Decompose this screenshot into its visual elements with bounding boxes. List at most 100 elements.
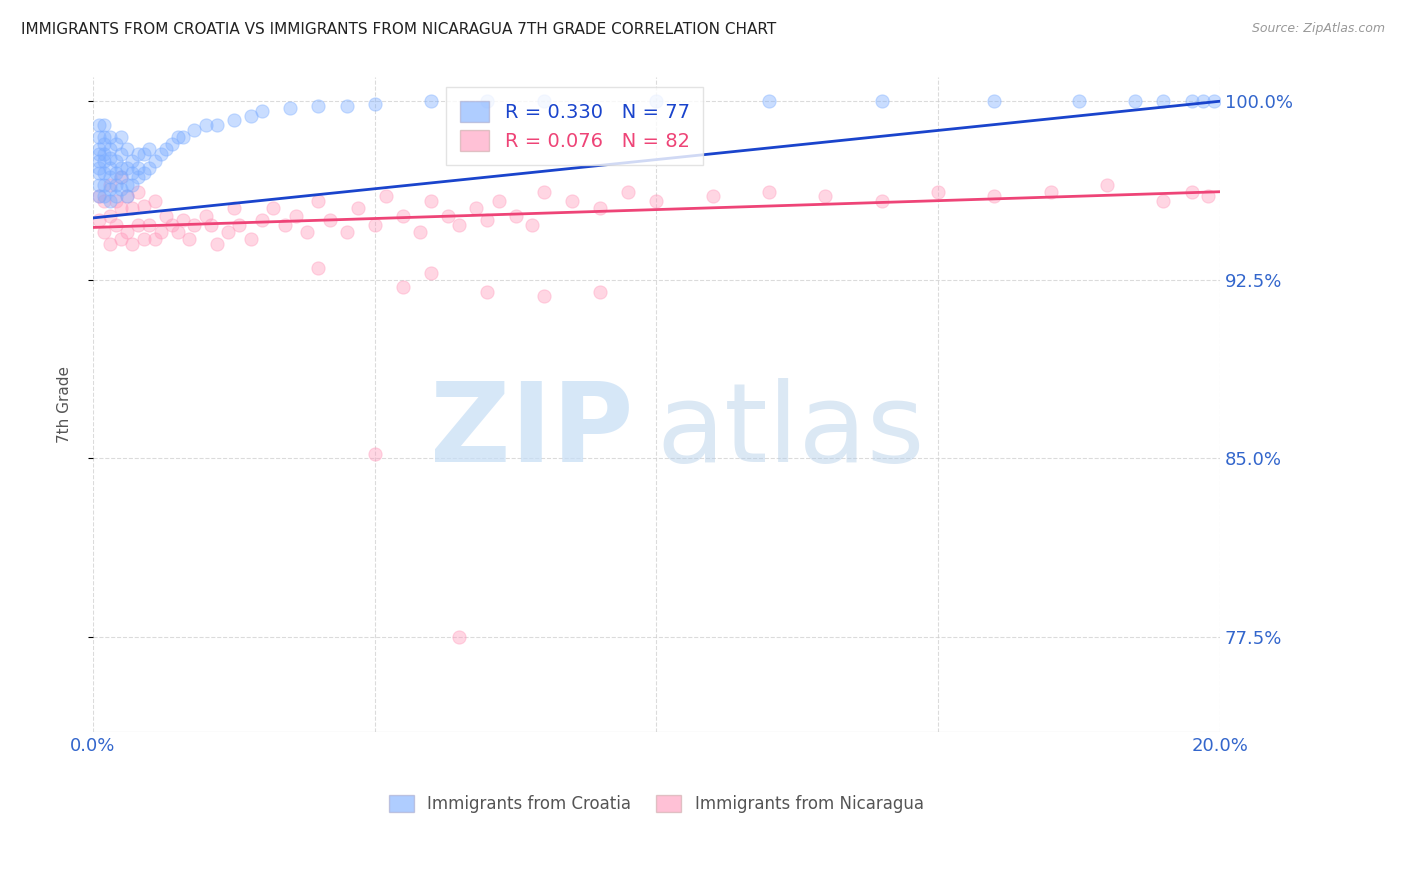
Point: [115, 142, 138, 156]
Point: [115, 178, 138, 192]
Point: [93, 178, 115, 192]
Point: [363, 218, 385, 232]
Point: [477, 95, 499, 109]
Point: [93, 130, 115, 145]
Point: [477, 213, 499, 227]
Point: [465, 202, 488, 216]
Point: [110, 170, 132, 185]
Point: [589, 285, 612, 299]
Legend: Immigrants from Croatia, Immigrants from Nicaragua: Immigrants from Croatia, Immigrants from…: [381, 787, 932, 822]
Point: [160, 137, 183, 152]
Point: [533, 185, 555, 199]
Point: [1180, 185, 1202, 199]
Point: [93, 166, 115, 180]
Point: [262, 202, 284, 216]
Point: [87, 213, 110, 227]
Point: [104, 153, 127, 168]
Point: [1067, 95, 1090, 109]
Point: [375, 189, 398, 203]
Point: [420, 194, 443, 209]
Point: [127, 185, 149, 199]
Point: [160, 218, 183, 232]
Point: [155, 142, 177, 156]
Point: [110, 146, 132, 161]
Point: [121, 178, 143, 192]
Point: [132, 166, 155, 180]
Point: [702, 189, 724, 203]
Point: [121, 153, 143, 168]
Point: [98, 152, 121, 166]
Point: [93, 137, 115, 152]
Point: [177, 232, 200, 246]
Point: [87, 166, 110, 180]
Point: [110, 130, 132, 145]
Point: [392, 209, 415, 223]
Point: [307, 99, 329, 113]
Point: [93, 153, 115, 168]
Point: [127, 218, 149, 232]
Point: [561, 194, 583, 209]
Point: [449, 218, 471, 232]
Point: [1204, 95, 1226, 109]
Point: [758, 185, 780, 199]
Point: [104, 178, 127, 192]
Point: [1123, 95, 1146, 109]
Text: IMMIGRANTS FROM CROATIA VS IMMIGRANTS FROM NICARAGUA 7TH GRADE CORRELATION CHART: IMMIGRANTS FROM CROATIA VS IMMIGRANTS FR…: [21, 22, 776, 37]
Point: [335, 99, 357, 113]
Point: [87, 153, 110, 168]
Point: [104, 166, 127, 180]
Point: [115, 189, 138, 203]
Point: [927, 185, 949, 199]
Point: [1152, 194, 1174, 209]
Point: [93, 118, 115, 132]
Point: [87, 178, 110, 192]
Point: [115, 189, 138, 203]
Point: [1191, 95, 1213, 109]
Point: [155, 209, 177, 223]
Point: [363, 96, 385, 111]
Point: [110, 170, 132, 185]
Text: Source: ZipAtlas.com: Source: ZipAtlas.com: [1251, 22, 1385, 36]
Y-axis label: 7th Grade: 7th Grade: [58, 367, 72, 443]
Point: [437, 209, 460, 223]
Point: [127, 170, 149, 185]
Point: [533, 95, 555, 109]
Text: ZIP: ZIP: [430, 377, 634, 484]
Point: [449, 630, 471, 644]
Point: [104, 137, 127, 152]
Point: [589, 202, 612, 216]
Point: [335, 225, 357, 239]
Point: [239, 232, 262, 246]
Point: [758, 95, 780, 109]
Point: [138, 161, 160, 175]
Point: [307, 260, 329, 275]
Point: [172, 213, 194, 227]
Point: [127, 146, 149, 161]
Point: [138, 142, 160, 156]
Point: [110, 161, 132, 175]
Point: [183, 123, 205, 137]
Point: [488, 194, 510, 209]
Point: [983, 189, 1005, 203]
Point: [143, 232, 166, 246]
Point: [166, 130, 188, 145]
Point: [121, 166, 143, 180]
Point: [98, 170, 121, 185]
Point: [93, 194, 115, 209]
Point: [239, 109, 262, 123]
Point: [645, 95, 668, 109]
Point: [121, 237, 143, 252]
Point: [273, 218, 295, 232]
Point: [250, 103, 273, 118]
Point: [814, 189, 837, 203]
Point: [870, 194, 893, 209]
Point: [98, 209, 121, 223]
Point: [98, 237, 121, 252]
Point: [132, 199, 155, 213]
Point: [87, 118, 110, 132]
Point: [205, 118, 228, 132]
Point: [983, 95, 1005, 109]
Point: [93, 189, 115, 203]
Point: [149, 146, 172, 161]
Point: [172, 130, 194, 145]
